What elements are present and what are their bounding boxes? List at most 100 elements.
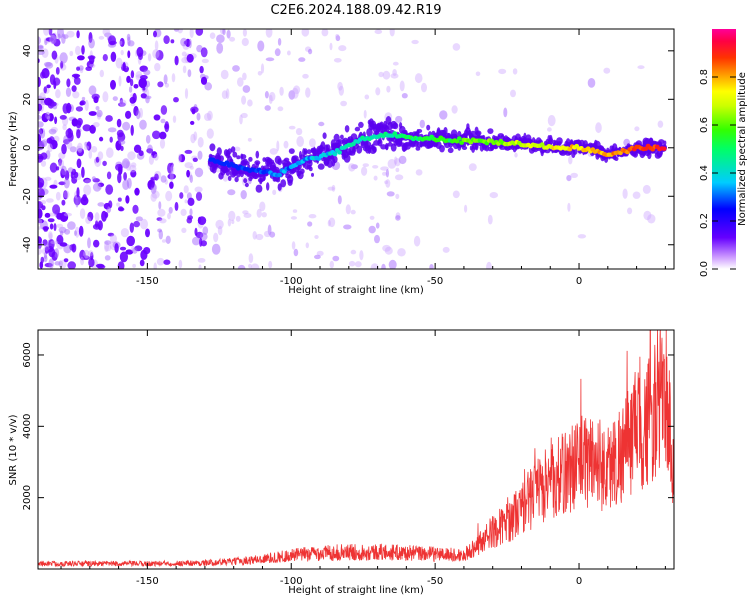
noise-blob <box>81 166 85 178</box>
noise-blob <box>204 113 212 121</box>
noise-blob <box>44 176 52 181</box>
noise-blob <box>385 169 389 178</box>
noise-blob <box>329 260 334 269</box>
noise-blob <box>204 82 212 91</box>
colorbar-label: Normalized spectral amplitude <box>737 72 748 226</box>
noise-blob <box>119 251 128 263</box>
noise-blob <box>130 169 137 178</box>
ridge-core <box>337 150 342 155</box>
noise-blob <box>129 222 134 233</box>
noise-blob <box>140 93 147 99</box>
noise-blob <box>110 234 117 244</box>
noise-blob <box>332 255 340 262</box>
noise-blob <box>200 76 208 85</box>
noise-blob <box>489 192 498 199</box>
noise-blob <box>54 248 60 258</box>
noise-blob <box>269 91 276 102</box>
noise-blob <box>293 248 299 257</box>
noise-blob <box>156 257 165 266</box>
noise-blob <box>157 228 163 233</box>
noise-blob <box>62 124 67 131</box>
noise-blob <box>74 230 77 236</box>
noise-blob <box>487 214 493 225</box>
noise-blob <box>226 29 231 39</box>
noise-blob <box>389 29 395 37</box>
noise-blob <box>222 29 226 36</box>
noise-blob <box>197 150 203 160</box>
noise-blob <box>135 110 141 120</box>
noise-blob <box>127 151 136 161</box>
noise-blob <box>67 221 76 230</box>
noise-blob <box>227 189 236 196</box>
snr-series <box>38 330 674 568</box>
noise-blob <box>193 131 198 141</box>
noise-blob <box>637 65 645 70</box>
noise-blob <box>148 154 154 165</box>
noise-blob <box>390 73 399 79</box>
noise-blob <box>452 190 460 199</box>
noise-blob <box>241 95 247 105</box>
ridge-halo <box>354 126 361 132</box>
noise-blob <box>145 95 150 104</box>
ridge-halo <box>360 141 365 149</box>
noise-blob <box>354 261 362 268</box>
noise-blob <box>84 179 92 184</box>
noise-blob <box>129 164 137 173</box>
noise-blob <box>56 223 64 228</box>
noise-blob <box>202 226 209 235</box>
noise-blob <box>91 176 96 181</box>
noise-blob <box>115 57 123 69</box>
noise-blob <box>38 182 44 188</box>
noise-blob <box>397 248 406 257</box>
noise-blob <box>197 216 207 226</box>
noise-blob <box>63 190 70 199</box>
noise-blob <box>153 154 159 161</box>
noise-blob <box>157 208 166 217</box>
noise-blob <box>92 223 101 230</box>
noise-blob <box>49 34 57 45</box>
noise-blob <box>276 140 280 152</box>
noise-blob <box>161 239 167 243</box>
noise-blob <box>49 184 58 189</box>
noise-blob <box>53 223 57 232</box>
noise-blob <box>40 152 48 160</box>
noise-blob <box>102 160 107 167</box>
noise-blob <box>221 90 228 99</box>
noise-blob <box>102 54 108 62</box>
noise-blob <box>49 223 54 230</box>
noise-blob <box>237 77 244 87</box>
noise-blob <box>386 191 395 197</box>
noise-blob <box>75 145 82 152</box>
noise-blob <box>118 139 126 145</box>
ridge-halo <box>474 141 479 151</box>
noise-blob <box>58 181 66 186</box>
ridge-halo <box>447 147 454 154</box>
noise-blob <box>190 133 196 144</box>
noise-blob <box>547 127 552 132</box>
noise-blob <box>147 144 153 155</box>
noise-blob <box>93 96 99 104</box>
noise-blob <box>305 242 309 249</box>
noise-blob <box>115 163 123 171</box>
noise-blob <box>247 99 253 107</box>
noise-blob <box>38 201 44 209</box>
noise-blob <box>102 91 109 103</box>
noise-blob <box>181 51 187 57</box>
ridge-halo <box>311 172 314 177</box>
noise-blob <box>38 103 43 112</box>
noise-blob <box>109 136 113 143</box>
noise-blob <box>153 114 161 121</box>
noise-blob <box>309 138 316 148</box>
noise-blob <box>97 202 105 207</box>
ridge-halo <box>377 139 383 147</box>
noise-blob <box>451 105 458 114</box>
noise-blob <box>43 86 47 94</box>
noise-blob <box>184 149 193 154</box>
noise-blob <box>345 204 351 215</box>
noise-blob <box>79 100 86 106</box>
noise-blob <box>163 35 170 44</box>
noise-blob <box>566 175 572 182</box>
noise-blob <box>388 259 397 269</box>
noise-blob <box>157 81 164 88</box>
snr-xtick-label: -100 <box>280 576 303 587</box>
